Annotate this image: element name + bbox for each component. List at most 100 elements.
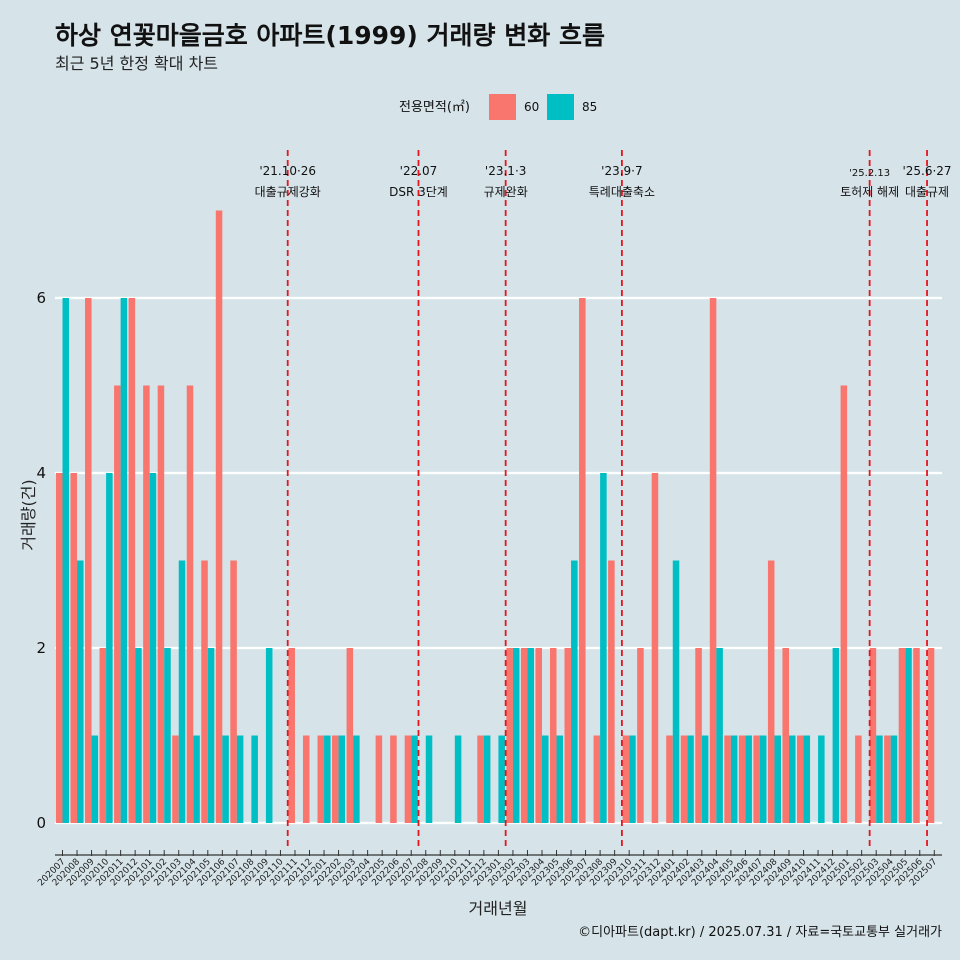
bar-85-202105 bbox=[207, 648, 215, 823]
bar-60-202202 bbox=[332, 735, 339, 823]
bar-60-202408 bbox=[767, 560, 775, 823]
bar-85-202505 bbox=[905, 648, 912, 823]
bar-60-202102 bbox=[157, 385, 165, 823]
bar-60-202105 bbox=[201, 560, 208, 823]
bar-60-202103 bbox=[172, 735, 179, 823]
bar-60-202304 bbox=[535, 648, 542, 823]
bar-60-202302 bbox=[506, 648, 513, 823]
bar-85-202304 bbox=[541, 735, 549, 823]
bar-60-202203 bbox=[346, 648, 354, 823]
bar-60-202307 bbox=[579, 298, 586, 823]
legend-swatch-85 bbox=[547, 94, 574, 120]
bar-85-202010 bbox=[106, 473, 113, 823]
bar-85-202207 bbox=[411, 735, 418, 823]
bar-85-202202 bbox=[338, 735, 346, 823]
bar-60-202405 bbox=[724, 735, 731, 823]
bar-85-202102 bbox=[164, 648, 171, 823]
bar-85-202412 bbox=[832, 648, 840, 823]
bar-85-202104 bbox=[193, 735, 200, 823]
bar-85-202103 bbox=[178, 560, 186, 823]
bar-60-202009 bbox=[85, 298, 92, 823]
bar-60-202504 bbox=[884, 735, 891, 823]
legend-label-60: 60 bbox=[524, 100, 539, 114]
bar-60-202107 bbox=[230, 560, 237, 823]
bar-60-202502 bbox=[855, 735, 862, 823]
bar-60-202206 bbox=[390, 735, 397, 823]
bar-85-202012 bbox=[135, 648, 142, 823]
bar-60-202008 bbox=[70, 473, 78, 823]
bar-60-202409 bbox=[782, 648, 789, 823]
event-date-0: '21.10·26 bbox=[259, 164, 316, 178]
bar-85-202310 bbox=[629, 735, 636, 823]
bar-85-202409 bbox=[789, 735, 796, 823]
bar-85-202107 bbox=[236, 735, 244, 823]
bar-60-202403 bbox=[695, 648, 702, 823]
bar-85-202403 bbox=[701, 735, 709, 823]
bar-85-202203 bbox=[353, 735, 360, 823]
bar-85-202404 bbox=[716, 648, 723, 823]
bar-60-202503 bbox=[869, 648, 877, 823]
bar-60-202011 bbox=[114, 385, 121, 823]
bar-60-202404 bbox=[709, 298, 717, 823]
bar-60-202311 bbox=[637, 648, 644, 823]
bar-85-202405 bbox=[730, 735, 738, 823]
bar-85-202402 bbox=[687, 735, 694, 823]
bar-85-202011 bbox=[120, 298, 128, 823]
bar-85-202406 bbox=[745, 735, 752, 823]
bar-60-202306 bbox=[564, 648, 572, 823]
bar-60-202106 bbox=[215, 210, 223, 823]
bar-60-202309 bbox=[608, 560, 615, 823]
bar-60-202505 bbox=[898, 648, 906, 823]
event-date-3: '23.9·7 bbox=[601, 164, 642, 178]
bar-60-202310 bbox=[622, 735, 630, 823]
bar-60-202312 bbox=[651, 473, 659, 823]
bar-85-202212 bbox=[483, 735, 491, 823]
bars bbox=[55, 210, 935, 823]
bar-85-202201 bbox=[324, 735, 331, 823]
bar-60-202012 bbox=[128, 298, 136, 823]
event-date-1: '22.07 bbox=[400, 164, 438, 178]
bar-85-202302 bbox=[512, 648, 520, 823]
event-date-5: '25.6·27 bbox=[902, 164, 951, 178]
event-label-5: 대출규제 bbox=[905, 185, 949, 199]
bar-85-202503 bbox=[876, 735, 883, 823]
y-tick-label: 0 bbox=[36, 814, 46, 832]
event-date-4: '25.2.13 bbox=[849, 168, 890, 179]
legend-label-85: 85 bbox=[582, 100, 597, 114]
bar-85-202308 bbox=[600, 473, 607, 823]
y-axis: 0 2 4 6 bbox=[36, 289, 46, 832]
y-tick-label: 4 bbox=[36, 464, 46, 482]
bar-85-202504 bbox=[890, 735, 898, 823]
bar-85-202208 bbox=[425, 735, 433, 823]
event-date-2: '23.1·3 bbox=[485, 164, 526, 178]
bar-60-202212 bbox=[477, 735, 484, 823]
bar-85-202008 bbox=[77, 560, 84, 823]
x-axis-title: 거래년월 bbox=[469, 899, 528, 918]
y-axis-title: 거래량(건) bbox=[19, 479, 38, 550]
legend-title: 전용면적(㎡) bbox=[399, 100, 470, 115]
legend-swatch-60 bbox=[489, 94, 516, 120]
event-label-3: 특례대출축소 bbox=[589, 185, 655, 199]
bar-60-202401 bbox=[666, 735, 673, 823]
bar-60-202506 bbox=[913, 648, 920, 823]
bar-85-202009 bbox=[91, 735, 99, 823]
bar-60-202305 bbox=[549, 648, 557, 823]
bar-85-202301 bbox=[498, 735, 505, 823]
x-axis: 2020072020082020092020102020112020122021… bbox=[36, 850, 942, 888]
event-label-4: 토허제 해제 bbox=[840, 185, 899, 199]
bar-60-202101 bbox=[143, 385, 150, 823]
bar-60-202507 bbox=[927, 648, 935, 823]
bar-85-202007 bbox=[62, 298, 70, 823]
bar-60-202410 bbox=[796, 735, 804, 823]
bar-85-202407 bbox=[759, 735, 767, 823]
event-markers: '21.10·26 대출규제강화 '22.07 DSR 3단계 '23.1·3 규제완화 '… bbox=[255, 150, 952, 848]
bar-60-202407 bbox=[753, 735, 760, 823]
bar-60-202205 bbox=[375, 735, 383, 823]
bar-85-202303 bbox=[527, 648, 534, 823]
bar-60-202402 bbox=[680, 735, 688, 823]
bar-85-202411 bbox=[818, 735, 825, 823]
bar-85-202109 bbox=[265, 648, 273, 823]
caption: ©디아파트(dapt.kr) / 2025.07.31 / 자료=국토교통부 실… bbox=[578, 925, 942, 940]
bar-85-202101 bbox=[149, 473, 157, 823]
